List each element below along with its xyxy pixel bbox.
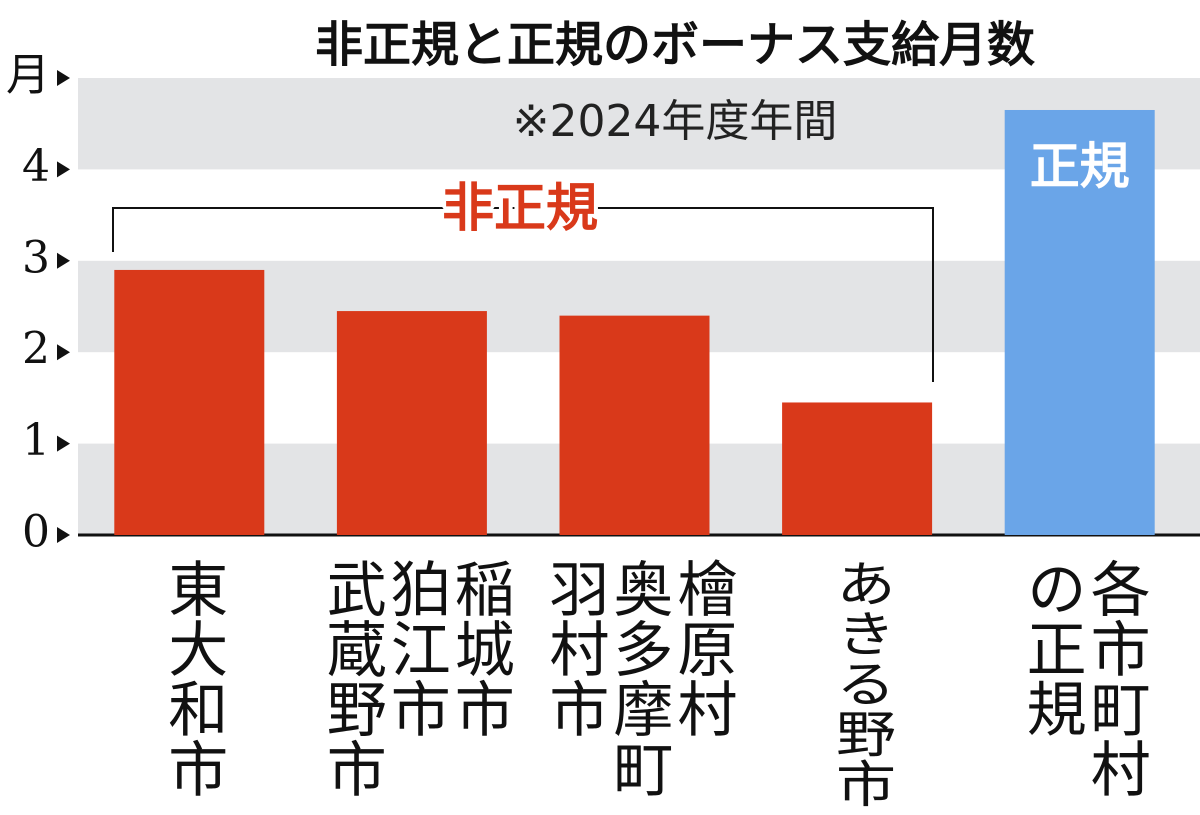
- y-tick-label: 4: [22, 141, 50, 192]
- legend-label: 非正規: [442, 179, 598, 239]
- x-tick-label: 狛江市: [380, 558, 450, 738]
- chart-subtitle: ※2024年度年間: [513, 96, 838, 147]
- tick-mark: [57, 252, 70, 269]
- y-tick-label: 3: [22, 232, 50, 283]
- bar: [114, 269, 265, 535]
- tick-mark: [57, 70, 70, 86]
- tick-mark: [57, 527, 70, 543]
- y-tick-label: 1: [22, 415, 50, 466]
- bar: [336, 311, 487, 535]
- y-tick-label: 5カ月: [0, 50, 50, 101]
- tick-mark: [57, 161, 70, 178]
- bar: [782, 402, 933, 535]
- tick-mark: [57, 435, 70, 452]
- x-tick-label: 檜原村: [667, 558, 737, 738]
- y-tick-label: 2: [22, 324, 50, 375]
- x-tick-label: 奥多摩町: [603, 558, 673, 798]
- chart-title: 非正規と正規のボーナス支給月数: [315, 17, 1035, 73]
- x-tick-label: の正規: [1016, 558, 1086, 738]
- legend-label: 正規: [1030, 138, 1130, 196]
- x-tick-label: 武蔵野市: [316, 558, 386, 798]
- bracket: [112, 207, 934, 382]
- x-tick-label: 東大和市: [158, 558, 228, 798]
- x-tick-label: 羽村市: [539, 558, 609, 738]
- x-tick-label: 稲城市: [444, 558, 514, 738]
- bar: [1004, 109, 1155, 536]
- x-tick-label: あきる野市: [826, 558, 896, 808]
- x-tick-label: 各市町村: [1080, 558, 1150, 798]
- y-tick-label: 0: [22, 507, 50, 558]
- tick-mark: [57, 344, 70, 361]
- bar: [559, 315, 710, 535]
